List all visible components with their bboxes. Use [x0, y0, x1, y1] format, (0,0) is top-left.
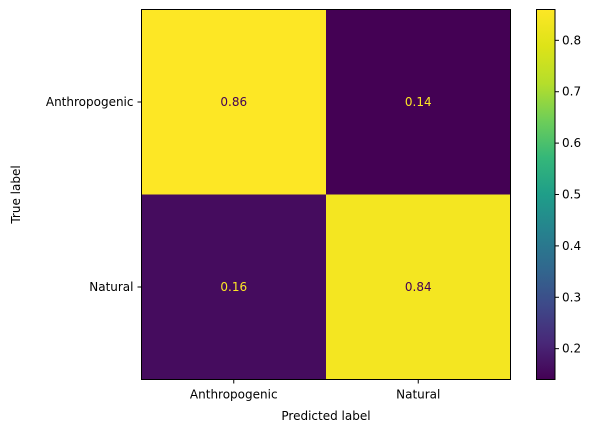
colorbar-tick-label: 0.7 [562, 85, 581, 99]
heatmap-cells: 0.86 0.14 0.16 0.84 [141, 9, 511, 380]
colorbar-tick-label: 0.6 [562, 136, 581, 150]
x-tick-label: Natural [396, 388, 440, 402]
x-tick-label: Anthropogenic [190, 388, 278, 402]
plot-frame [141, 9, 511, 380]
colorbar-tick-label: 0.4 [562, 239, 581, 253]
heatmap-cell-r0-c1 [326, 9, 511, 195]
colorbar-tick-label: 0.2 [562, 342, 581, 356]
y-tick-label: Natural [89, 280, 133, 294]
x-axis-label: Predicted label [281, 409, 370, 423]
colorbar-gradient [536, 9, 555, 380]
cell-value-label-r1-c0: 0.16 [220, 280, 247, 294]
y-axis: Anthropogenic Natural [46, 95, 142, 294]
heatmap-cell-r1-c0 [141, 194, 327, 380]
colorbar-tick-label: 0.8 [562, 33, 581, 47]
x-axis: Anthropogenic Natural [190, 379, 440, 402]
cell-value-label-r1-c1: 0.84 [405, 280, 432, 294]
cell-value-label-r0-c0: 0.86 [220, 95, 247, 109]
cell-value-label-r0-c1: 0.14 [405, 95, 432, 109]
heatmap-cell-r1-c1 [326, 194, 511, 380]
colorbar-tick-label: 0.5 [562, 188, 581, 202]
colorbar: 0.2 0.3 0.4 0.5 0.6 0.7 0.8 [536, 9, 581, 380]
colorbar-tick-label: 0.3 [562, 290, 581, 304]
colorbar-ticks: 0.2 0.3 0.4 0.5 0.6 0.7 0.8 [555, 33, 581, 356]
heatmap-cell-r0-c0 [141, 9, 327, 195]
y-tick-label: Anthropogenic [46, 95, 134, 109]
y-axis-label: True label [9, 165, 23, 224]
